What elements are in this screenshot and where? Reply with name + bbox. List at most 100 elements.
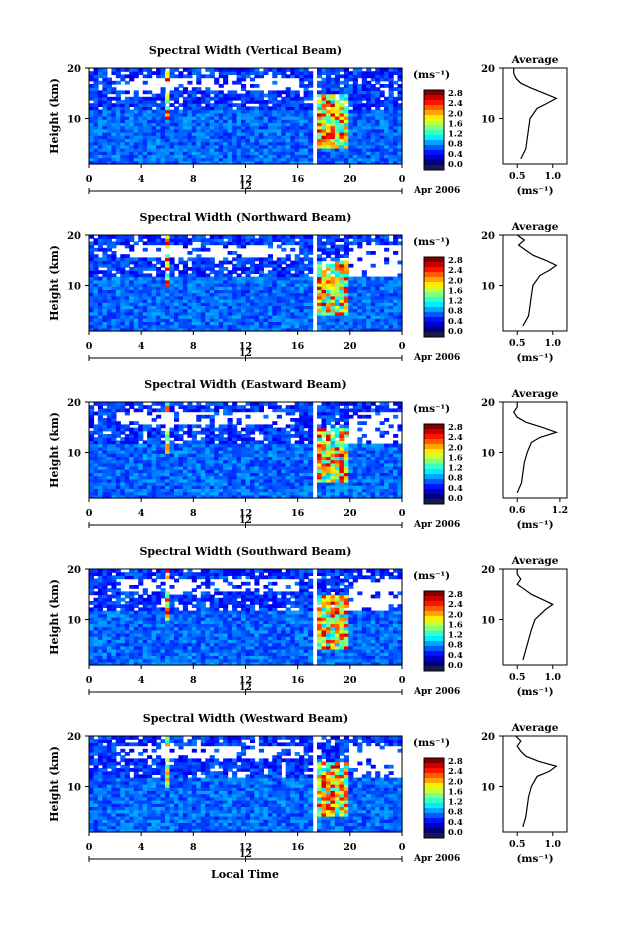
heatmap-cell — [366, 327, 372, 332]
heatmap-cell — [321, 106, 327, 111]
heatmap-cell — [321, 478, 327, 483]
heatmap-cell — [223, 128, 229, 133]
heatmap-cell — [254, 302, 260, 306]
heatmap-cell — [102, 241, 108, 246]
heatmap-cell — [281, 273, 287, 278]
heatmap-cell — [124, 257, 130, 262]
heatmap-cell — [267, 122, 273, 127]
heatmap-cell — [147, 286, 153, 290]
heatmap-cell — [326, 157, 332, 162]
heatmap-cell — [89, 148, 95, 152]
heatmap-cell — [138, 103, 144, 107]
heatmap-cell — [267, 472, 273, 477]
heatmap-cell — [160, 295, 166, 300]
heatmap-cell — [223, 478, 229, 483]
heatmap-cell — [182, 109, 188, 114]
heatmap-cell — [343, 283, 349, 287]
heatmap-cell — [165, 279, 171, 284]
heatmap-cell — [191, 440, 197, 445]
heatmap-cell — [129, 260, 135, 265]
heatmap-cell — [142, 450, 148, 454]
heatmap-cell — [178, 469, 184, 473]
heatmap-cell — [290, 74, 296, 79]
heatmap-cell — [106, 109, 112, 114]
heatmap-cell — [361, 141, 367, 146]
heatmap-cell — [97, 241, 103, 246]
heatmap-cell — [299, 491, 305, 496]
heatmap-cell — [272, 141, 278, 146]
heatmap-cell — [115, 116, 121, 120]
heatmap-cell — [89, 418, 95, 422]
heatmap-cell — [245, 283, 251, 287]
heatmap-cell — [218, 263, 224, 268]
heatmap-cell — [156, 302, 162, 306]
colorbar-step — [424, 110, 444, 116]
heatmap-cell — [308, 109, 314, 114]
heatmap-cell — [106, 475, 112, 480]
heatmap-cell — [138, 151, 144, 155]
heatmap-cell — [129, 77, 135, 82]
heatmap-cell — [115, 276, 121, 281]
heatmap-cell — [290, 151, 296, 155]
y-tick-label: 20 — [67, 231, 81, 242]
heatmap-cell — [321, 119, 327, 123]
heatmap-cell — [223, 462, 229, 467]
heatmap-cell — [133, 93, 139, 98]
heatmap-cell — [138, 119, 144, 123]
heatmap-cell — [232, 141, 238, 146]
heatmap-cell — [196, 90, 202, 95]
heatmap-cell — [397, 138, 403, 143]
heatmap-cell — [111, 141, 117, 146]
heatmap-cell — [299, 443, 305, 448]
heatmap-cell — [182, 241, 188, 246]
heatmap-cell — [263, 151, 269, 155]
heatmap-cell — [209, 318, 215, 322]
heatmap-cell — [200, 327, 206, 332]
heatmap-cell — [267, 276, 273, 281]
heatmap-cell — [245, 427, 251, 432]
heatmap-cell — [254, 90, 260, 95]
heatmap-cell — [326, 154, 332, 159]
heatmap-cell — [236, 160, 242, 165]
heatmap-cell — [102, 257, 108, 262]
heatmap-cell — [250, 270, 256, 274]
heatmap-cell — [384, 315, 390, 319]
heatmap-cell — [303, 472, 309, 477]
heatmap-cell — [384, 151, 390, 155]
heatmap-cell — [250, 482, 256, 486]
heatmap-cell — [290, 482, 296, 486]
heatmap-cell — [93, 402, 99, 406]
heatmap-cell — [330, 96, 336, 101]
heatmap-cell — [254, 453, 260, 457]
heatmap-cell — [93, 440, 99, 445]
heatmap-cell — [263, 402, 269, 406]
heatmap-cell — [115, 485, 121, 489]
heatmap-cell — [272, 68, 278, 72]
heatmap-cell — [366, 289, 372, 294]
heatmap-cell — [223, 485, 229, 489]
heatmap-cell — [218, 308, 224, 313]
heatmap-cell — [263, 450, 269, 454]
heatmap-cell — [182, 299, 188, 303]
heatmap-cell — [232, 311, 238, 316]
heatmap-cell — [120, 292, 126, 297]
heatmap-cell — [124, 283, 130, 287]
heatmap-cell — [290, 235, 296, 239]
heatmap-cell — [93, 305, 99, 310]
heatmap-cell — [236, 408, 242, 413]
heatmap-cell — [308, 235, 314, 239]
heatmap-cell — [241, 68, 247, 72]
heatmap-cell — [97, 247, 103, 252]
heatmap-cell — [187, 472, 193, 477]
heatmap-cell — [281, 247, 287, 252]
heatmap-cell — [209, 440, 215, 445]
heatmap-cell — [241, 138, 247, 143]
colorbar-step — [424, 282, 444, 288]
heatmap-cell — [120, 308, 126, 313]
heatmap-cell — [214, 446, 220, 451]
heatmap-cell — [321, 453, 327, 457]
heatmap-cell — [191, 434, 197, 438]
heatmap-cell — [182, 311, 188, 316]
heatmap-cell — [258, 488, 264, 493]
heatmap-cell — [115, 109, 121, 114]
